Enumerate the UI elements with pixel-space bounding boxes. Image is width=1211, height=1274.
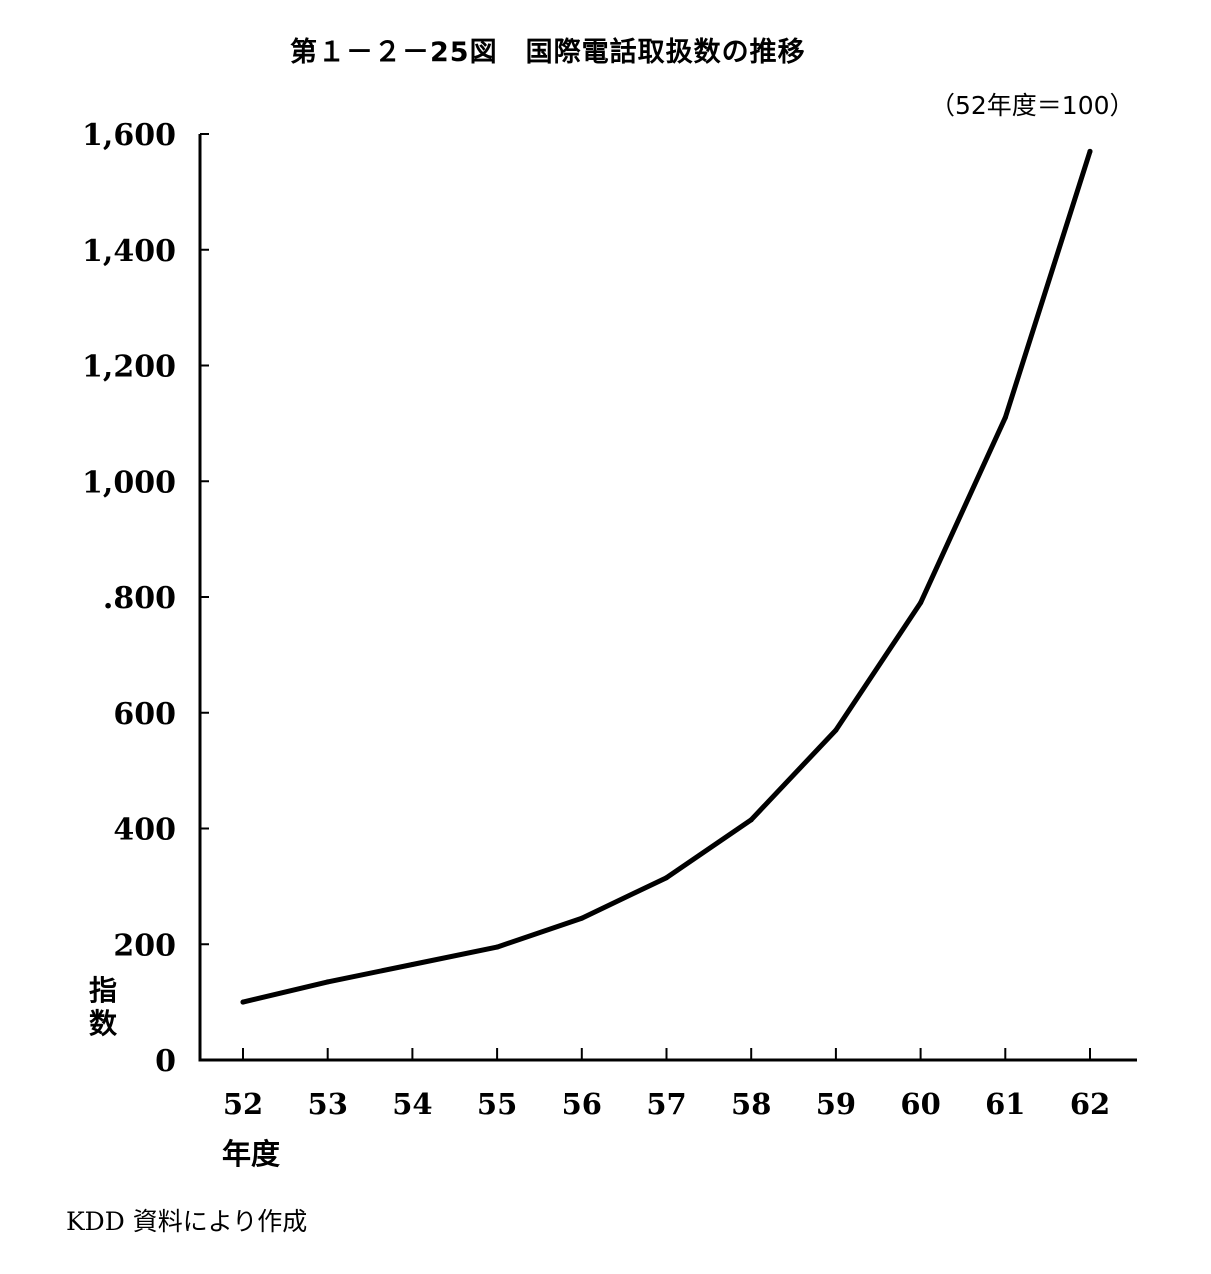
data-point (664, 875, 669, 881)
data-point (1002, 415, 1008, 421)
unit-note: （52年度＝100） (930, 91, 1135, 120)
y-axis-label-char: 数 (89, 1007, 118, 1040)
data-point (494, 944, 500, 950)
y-axis-label: 指数 (89, 974, 118, 1040)
y-tick-label: 400 (113, 813, 176, 848)
series-line (240, 148, 1093, 1005)
y-tick-label: 1,200 (82, 350, 176, 385)
y-tick-label: 1,400 (82, 234, 176, 269)
axes (198, 134, 1137, 1062)
data-point (240, 999, 246, 1005)
data-point (918, 600, 924, 606)
x-tick-label: 59 (816, 1087, 856, 1121)
y-tick-label: 1,600 (82, 118, 176, 153)
y-tick-label: 1,000 (82, 465, 176, 500)
y-tick-label: .800 (103, 581, 176, 616)
y-axis-label-char: 指 (89, 974, 117, 1007)
y-tick-label: 600 (113, 697, 176, 732)
x-tick-label: 52 (223, 1087, 263, 1121)
y-ticks: 0 200 400 600 .800 1,000 1,200 1,400 1,600 (82, 118, 209, 1079)
series-layer (240, 148, 1093, 1005)
y-tick-label: 200 (113, 928, 176, 963)
data-point (409, 962, 415, 968)
data-point (579, 915, 585, 921)
data-point (833, 727, 839, 733)
x-tick-label: 61 (985, 1087, 1025, 1121)
x-tick-label: 54 (392, 1087, 432, 1121)
data-point (748, 817, 754, 823)
x-tick-label: 56 (562, 1087, 602, 1121)
x-tick-label: 55 (477, 1087, 517, 1121)
x-ticks: 52 53 54 55 56 57 58 59 60 61 62 (223, 1048, 1110, 1121)
x-axis-label: 年度 (222, 1137, 280, 1171)
data-point (1087, 148, 1093, 154)
x-tick-label: 57 (646, 1087, 686, 1121)
x-tick-label: 53 (308, 1087, 348, 1121)
chart-title: 第１－２－25図 国際電話取扱数の推移 (290, 37, 806, 68)
x-tick-label: 58 (731, 1087, 771, 1121)
x-tick-label: 60 (900, 1087, 940, 1121)
y-tick-label: 0 (155, 1044, 176, 1079)
x-tick-label: 62 (1070, 1087, 1110, 1121)
data-point (325, 979, 331, 985)
source-note: KDD 資料により作成 (66, 1207, 308, 1236)
